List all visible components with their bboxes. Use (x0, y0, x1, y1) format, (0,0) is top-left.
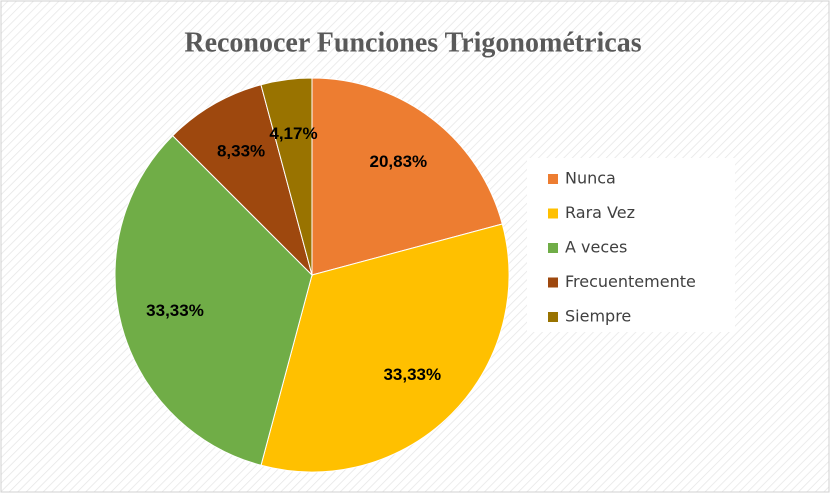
data-label: 8,33% (217, 142, 265, 161)
data-label: 20,83% (370, 152, 428, 171)
chart-title: Reconocer Funciones Trigonométricas (184, 27, 641, 58)
legend-label: Frecuentemente (565, 272, 696, 291)
data-label: 4,17% (269, 124, 317, 143)
legend-swatch (548, 277, 558, 288)
legend-label: Nunca (565, 169, 616, 188)
data-label: 33,33% (383, 365, 441, 384)
data-label: 33,33% (146, 301, 204, 320)
pie-slice (311, 77, 503, 276)
legend-swatch (548, 174, 558, 184)
pie-slice (114, 135, 313, 466)
legend-swatch (548, 208, 558, 219)
legend-label: Siempre (565, 307, 631, 326)
legend-swatch (548, 312, 558, 322)
legend-label: Rara Vez (565, 203, 635, 222)
legend-label: A veces (565, 238, 627, 257)
legend-swatch (548, 243, 558, 253)
legend-box (527, 158, 735, 332)
pie-slice (260, 223, 510, 473)
pie-slice (171, 84, 313, 277)
pie-slice (260, 77, 313, 276)
